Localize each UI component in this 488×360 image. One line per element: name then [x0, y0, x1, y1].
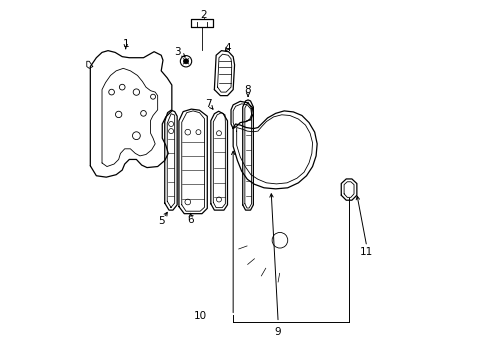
Text: 2: 2 — [200, 10, 206, 20]
Text: 8: 8 — [244, 85, 251, 95]
Text: 1: 1 — [122, 39, 129, 49]
Text: 10: 10 — [193, 311, 206, 321]
Text: 7: 7 — [204, 99, 211, 109]
Text: 6: 6 — [187, 215, 194, 225]
Text: 3: 3 — [174, 47, 181, 57]
Text: 9: 9 — [274, 327, 281, 337]
Text: 11: 11 — [360, 247, 373, 257]
Circle shape — [183, 59, 188, 64]
Text: 5: 5 — [158, 216, 164, 226]
Text: 4: 4 — [224, 43, 230, 53]
